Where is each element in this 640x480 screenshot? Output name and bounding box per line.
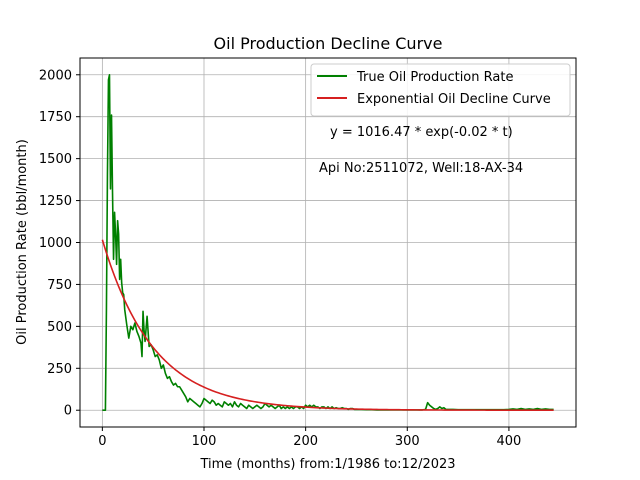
y-tick-label: 1250: [39, 194, 72, 209]
y-tick-label: 0: [64, 404, 72, 419]
y-tick-label: 500: [47, 320, 72, 335]
y-tick-label: 1000: [39, 236, 72, 251]
exponential-decline-line: [101, 239, 554, 411]
legend-box: [310, 63, 571, 117]
y-tick-label: 750: [47, 278, 72, 293]
y-axis-ticks: 0 250 500 750 1000 1250 1500 1750 2000: [39, 68, 80, 419]
legend-label-true-rate: True Oil Production Rate: [356, 70, 513, 85]
x-tick-label: 0: [98, 434, 106, 449]
y-tick-label: 1750: [39, 110, 72, 125]
y-axis-label: Oil Production Rate (bbl/month): [15, 139, 30, 345]
y-tick-label: 1500: [39, 152, 72, 167]
legend: True Oil Production Rate Exponential Oil…: [310, 63, 571, 117]
y-tick-label: 250: [47, 362, 72, 377]
well-annotation: Api No:2511072, Well:18-AX-34: [319, 161, 523, 176]
grid-lines: [80, 58, 576, 427]
x-tick-label: 100: [192, 434, 217, 449]
equation-annotation: y = 1016.47 * exp(-0.02 * t): [330, 125, 513, 140]
chart-title: Oil Production Decline Curve: [214, 34, 443, 53]
x-tick-label: 200: [293, 434, 318, 449]
x-axis-ticks: 0 100 200 300 400: [98, 427, 521, 449]
x-axis-label: Time (months) from:1/1986 to:12/2023: [199, 457, 455, 472]
x-tick-label: 400: [497, 434, 522, 449]
y-tick-label: 2000: [39, 68, 72, 83]
legend-label-exponential: Exponential Oil Decline Curve: [357, 92, 551, 107]
x-tick-label: 300: [395, 434, 420, 449]
series-layer: [101, 73, 554, 412]
